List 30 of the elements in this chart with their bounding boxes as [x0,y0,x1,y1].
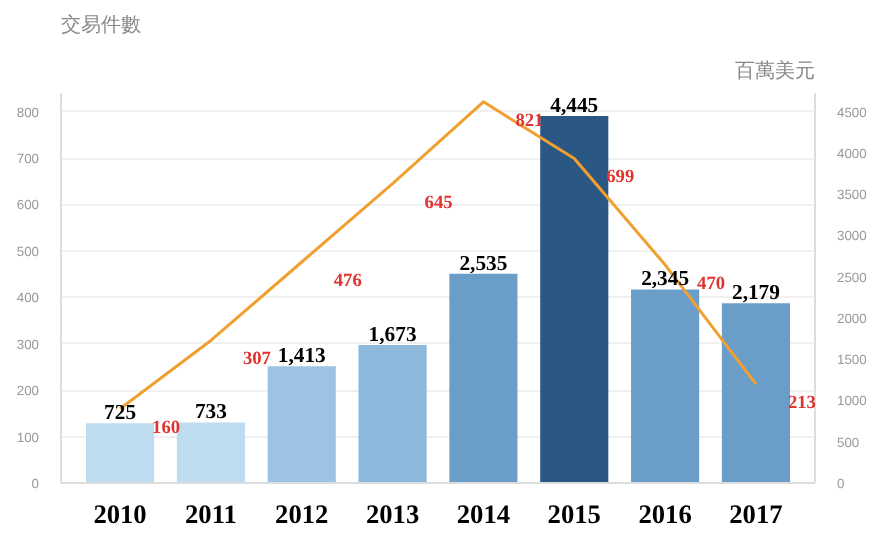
data-label: 1,673 [368,324,417,347]
x-tick-label: 2010 [93,499,148,529]
y2-axis-title: 百萬美元 [735,59,815,83]
bar [721,303,791,483]
x-tick-label: 2015 [547,499,602,529]
data-label: 476 [333,272,363,292]
data-label: 725 [104,403,137,426]
x-tick-label: 2016 [638,499,693,529]
bar [267,366,336,483]
data-label: 2,535 [459,253,508,276]
data-label: 645 [424,193,454,214]
x-tick-label: 2013 [365,499,420,529]
bar [176,422,245,483]
x-tick-label: 2012 [275,499,330,529]
x-tick-label: 2014 [456,499,511,529]
data-label: 733 [194,402,227,425]
x-tick-label: 2011 [184,499,237,529]
bar [540,116,609,483]
data-label: 470 [697,274,726,295]
bar [631,289,700,483]
data-label: 1,413 [277,346,326,369]
bar [449,273,518,483]
data-label: 160 [152,418,181,439]
bar [358,344,427,483]
data-label: 2,179 [731,283,780,306]
data-label: 307 [242,350,272,371]
bar [85,423,155,483]
data-label: 4,445 [550,96,599,119]
y-axis-title: 交易件數 [61,13,141,37]
x-tick-label: 2017 [729,499,784,529]
